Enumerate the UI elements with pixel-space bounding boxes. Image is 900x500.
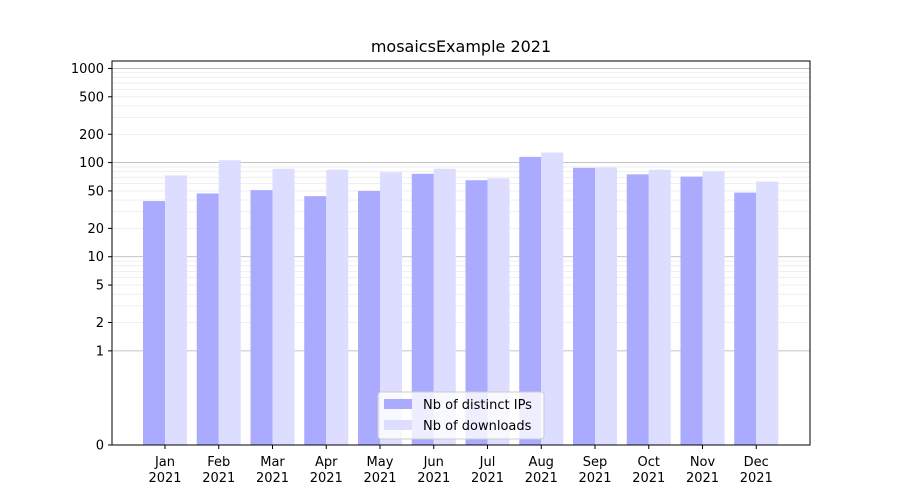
x-tick-label: Apr 2021	[310, 455, 343, 486]
x-tick-label: Mar 2021	[256, 455, 289, 486]
legend-label: Nb of downloads	[423, 419, 532, 434]
plot-frame	[111, 60, 811, 446]
bar-distinct-ips	[734, 192, 757, 445]
y-tick-label: 1000	[71, 62, 104, 77]
y-tick-label: 100	[79, 156, 104, 171]
y-tick-label: 0	[96, 439, 104, 454]
bar-distinct-ips	[465, 180, 488, 445]
y-tick-label: 500	[79, 90, 104, 105]
x-tick-label: May 2021	[363, 455, 396, 486]
bar-downloads	[595, 167, 617, 446]
bar-distinct-ips	[680, 176, 703, 445]
legend-box	[377, 391, 545, 440]
x-tick-label: Oct 2021	[632, 455, 665, 486]
x-tick-label: Aug 2021	[525, 455, 558, 486]
y-tick-label: 200	[79, 128, 104, 143]
x-tick-label: Jul 2021	[471, 455, 504, 486]
bar-downloads	[756, 181, 779, 445]
bar-distinct-ips	[358, 190, 380, 445]
x-tick-label: Nov 2021	[686, 455, 719, 486]
bar-downloads	[272, 168, 295, 445]
bar-downloads	[218, 160, 241, 445]
bar-downloads	[487, 178, 510, 445]
y-tick-label: 50	[87, 184, 104, 199]
y-tick-label: 5	[96, 279, 104, 294]
bar-downloads	[433, 168, 456, 445]
bar-distinct-ips	[196, 193, 219, 445]
x-axis: Jan 2021 Feb 2021 Mar 2021 Apr 2021 May 2021 Jun 20…	[148, 445, 773, 486]
bar-downloads	[165, 175, 187, 445]
chart-title: mosaicsExample 2021	[371, 37, 551, 56]
legend: Nb of distinct IPs Nb of downloads	[377, 391, 545, 440]
y-tick-label: 2	[96, 316, 104, 331]
x-tick-label: Sep 2021	[578, 455, 611, 486]
bar-downloads	[326, 169, 349, 445]
x-tick-label: Feb 2021	[202, 455, 235, 486]
bar-downloads	[380, 172, 402, 445]
legend-label: Nb of distinct IPs	[423, 398, 532, 413]
x-tick-label: Jun 2021	[417, 455, 450, 486]
bar-distinct-ips	[304, 196, 327, 445]
bar-distinct-ips	[143, 201, 165, 445]
y-tick-label: 20	[87, 222, 104, 237]
bar-distinct-ips	[626, 174, 649, 445]
bars-group	[143, 152, 779, 446]
x-tick-label: Dec 2021	[740, 455, 773, 486]
bar-downloads	[648, 169, 671, 445]
y-axis: 0 1 2 5 10 20 50 100 200 500 1000	[71, 62, 112, 454]
bar-distinct-ips	[519, 156, 542, 445]
bar-downloads	[702, 171, 725, 445]
y-tick-label: 10	[87, 250, 104, 265]
bar-distinct-ips	[573, 167, 595, 445]
bar-downloads	[541, 152, 564, 445]
legend-swatch	[384, 420, 412, 430]
bar-distinct-ips	[411, 173, 434, 445]
legend-swatch	[384, 399, 412, 409]
x-tick-label: Jan 2021	[148, 455, 181, 486]
y-tick-label: 1	[96, 344, 104, 359]
bar-distinct-ips	[250, 190, 273, 445]
